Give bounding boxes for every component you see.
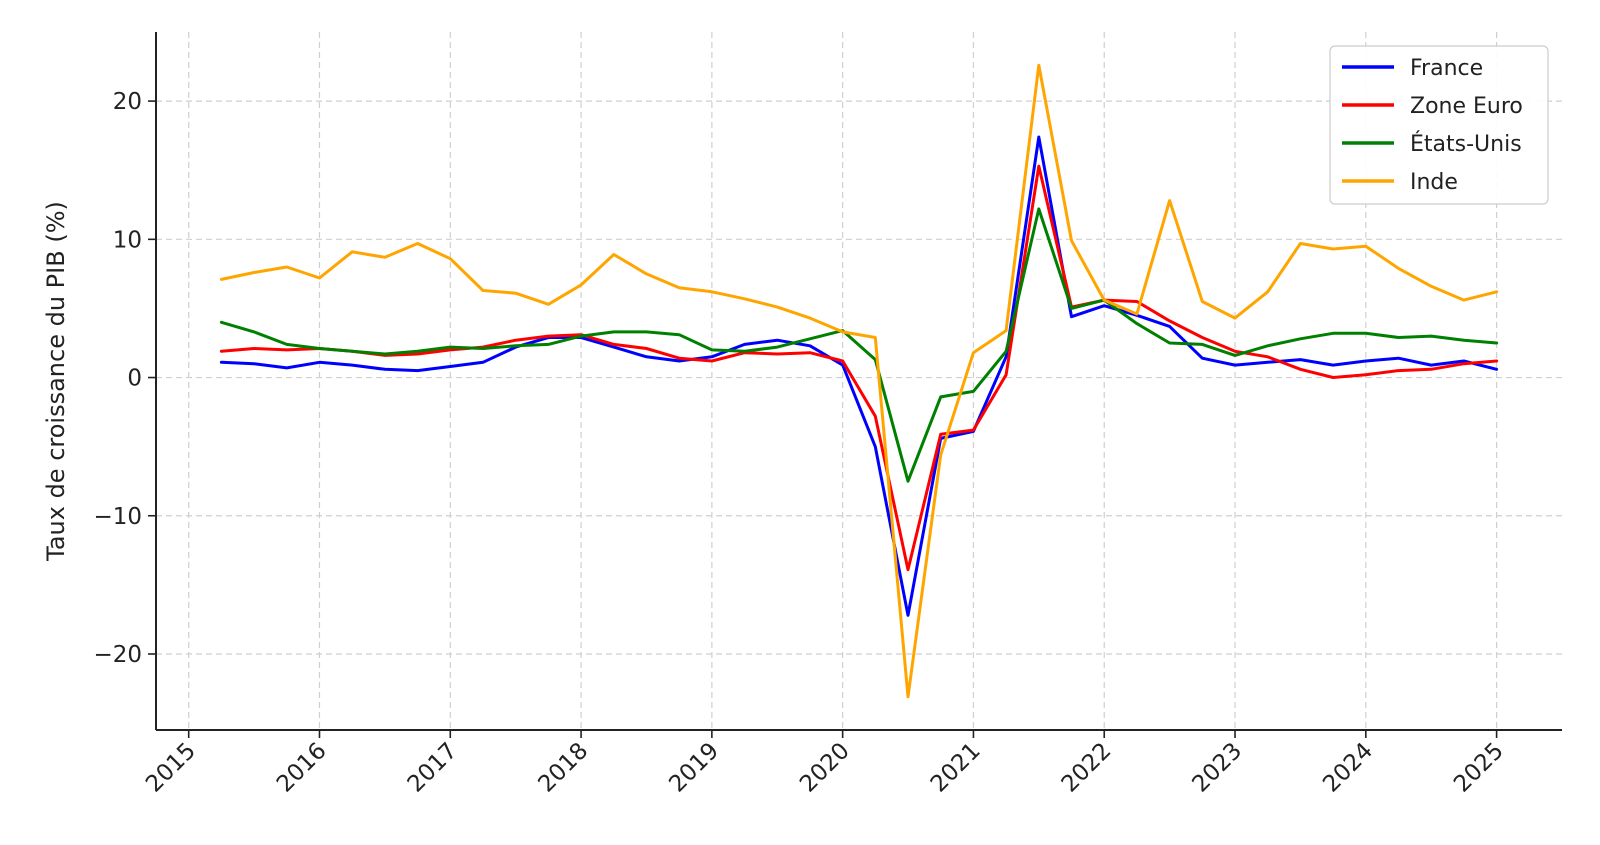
x-tick-label: 2023 [1187,738,1247,798]
y-ticks: 20 10 0 −10 −20 [93,89,156,668]
x-tick-label: 2020 [795,738,855,798]
legend-label: États-Unis [1410,131,1522,157]
series [219,63,1499,699]
x-tick-label: 2025 [1449,738,1509,798]
y-tick-label: 10 [113,227,142,253]
series-line-zone-euro [219,164,1499,572]
legend-label: Inde [1410,170,1458,195]
x-tick-label: 2022 [1057,738,1117,798]
legend-label: Zone Euro [1410,94,1523,119]
series-line-inde [219,63,1499,699]
legend-label: France [1410,56,1483,81]
y-tick-label: −10 [93,504,142,530]
x-tick-label: 2019 [664,738,724,798]
y-tick-label: −20 [93,642,142,668]
x-tick-label: 2018 [534,738,594,798]
x-tick-label: 2021 [926,738,986,798]
grid [156,32,1562,730]
legend-box [1329,45,1549,205]
x-tick-label: 2015 [141,738,201,798]
x-ticks: 2015 2016 2017 2018 2019 2020 2021 2022 2023 2024… [141,730,1509,798]
axes [155,32,1562,731]
y-axis-label: Taux de croissance du PIB (%) [42,201,70,562]
x-tick-label: 2024 [1318,738,1378,798]
y-tick-label: 20 [113,89,142,115]
series-line--tats-unis [219,207,1499,483]
y-tick-label: 0 [127,366,142,392]
series-line-france [219,135,1499,617]
x-tick-label: 2017 [403,738,463,798]
legend: France Zone Euro États-Unis Inde [1329,45,1549,205]
x-tick-label: 2016 [272,738,332,798]
